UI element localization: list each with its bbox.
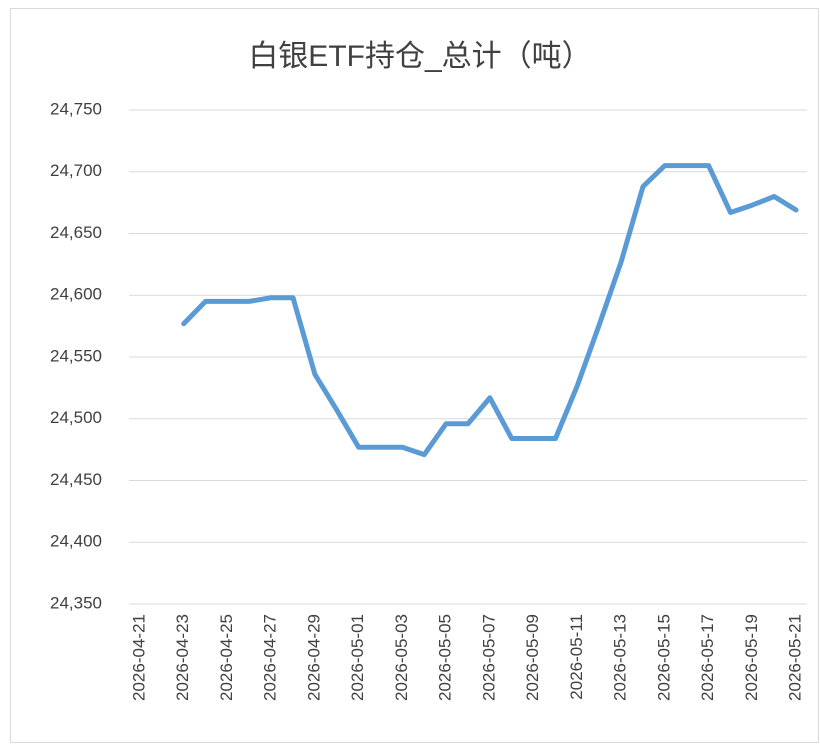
x-tick-label: 2026-05-13	[611, 614, 630, 701]
chart-title: 白银ETF持仓_总计（吨）	[248, 40, 591, 73]
x-tick-label: 2026-04-25	[217, 614, 236, 701]
x-tick-label: 2026-05-11	[567, 614, 586, 700]
x-tick-label: 2026-05-05	[436, 614, 455, 701]
x-tick-label: 2026-05-19	[742, 614, 761, 701]
y-tick-label: 24,700	[50, 161, 102, 180]
x-tick-label: 2026-05-01	[348, 614, 367, 701]
x-tick-label: 2026-04-23	[173, 614, 192, 701]
chart-border	[10, 8, 819, 743]
y-tick-label: 24,500	[50, 408, 102, 427]
y-tick-label: 24,600	[50, 285, 102, 304]
y-tick-label: 24,750	[50, 99, 102, 118]
x-tick-label: 2026-04-21	[129, 614, 148, 701]
y-tick-label: 24,450	[50, 470, 102, 489]
y-tick-label: 24,650	[50, 223, 102, 242]
x-tick-label: 2026-05-15	[654, 614, 673, 701]
x-tick-label: 2026-04-27	[261, 614, 280, 701]
x-tick-label: 2026-05-03	[392, 614, 411, 701]
x-tick-label: 2026-05-07	[479, 614, 498, 701]
x-tick-label: 2026-04-29	[304, 614, 323, 701]
y-tick-label: 24,400	[50, 532, 102, 551]
y-tick-label: 24,550	[50, 346, 102, 365]
x-tick-label: 2026-05-17	[698, 614, 717, 701]
y-tick-label: 24,350	[50, 593, 102, 612]
x-tick-label: 2026-05-21	[786, 614, 805, 701]
data-line	[181, 163, 799, 458]
x-tick-label: 2026-05-09	[523, 614, 542, 701]
